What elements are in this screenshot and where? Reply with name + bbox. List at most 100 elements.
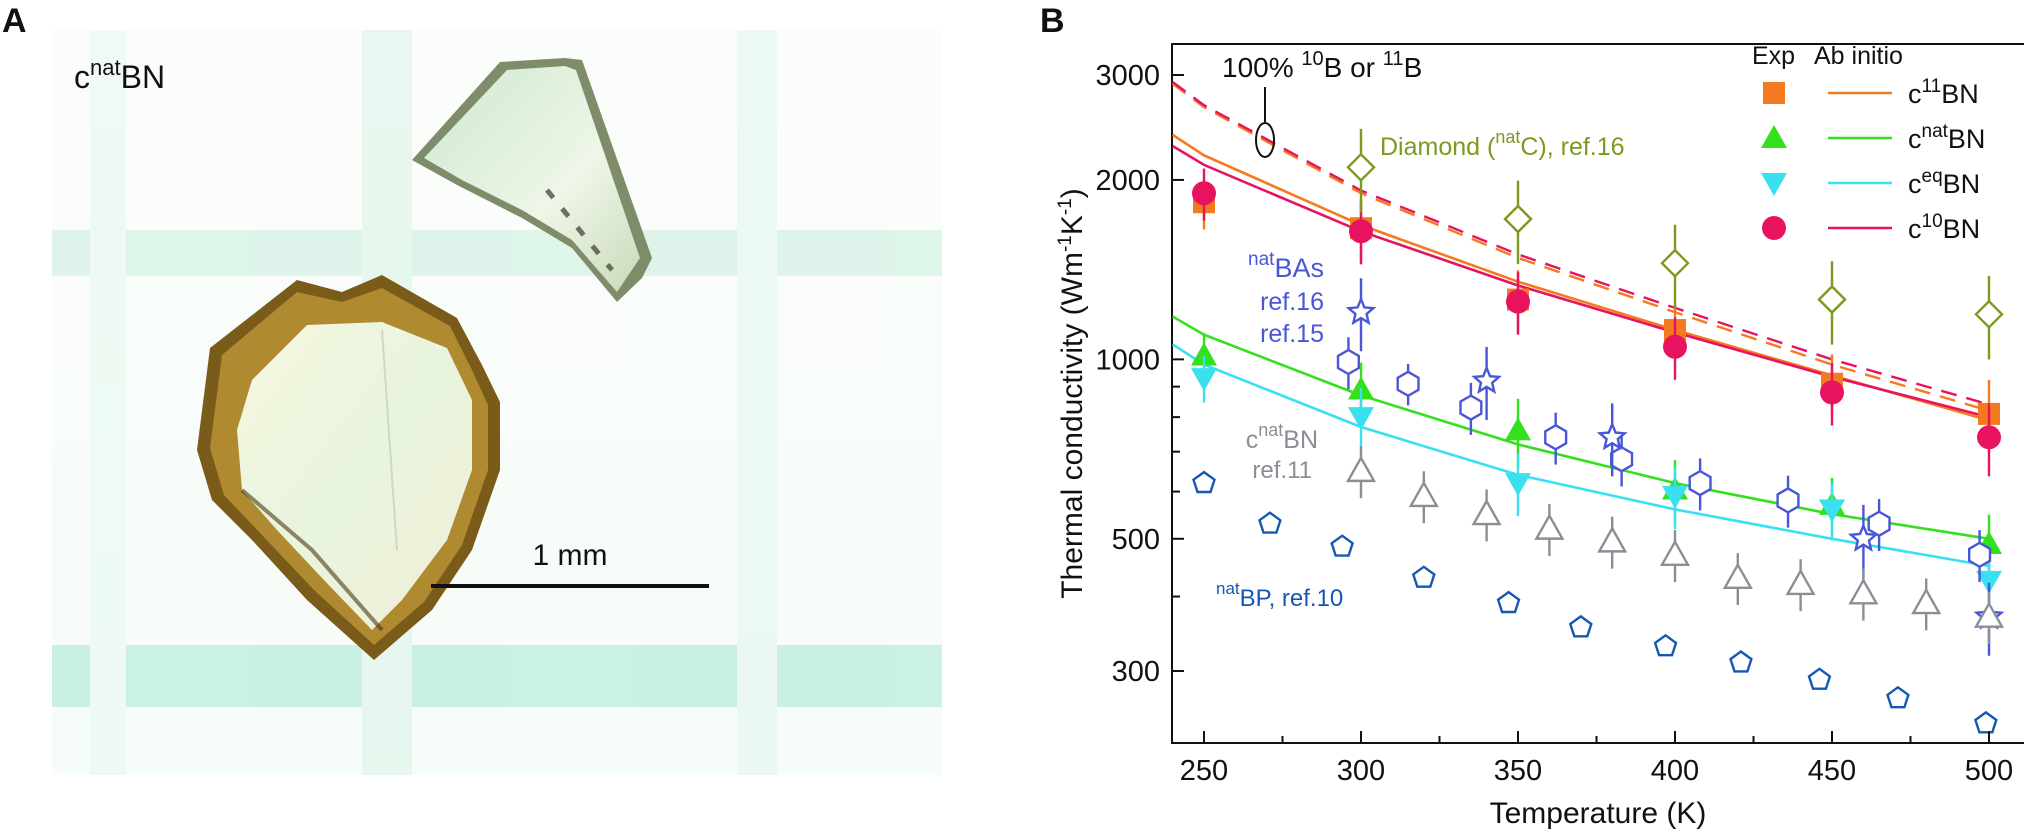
point-ceqbn-exp	[1191, 368, 1217, 392]
point-cnatbn-ref-11	[1911, 587, 1942, 615]
legend-header-exp: Exp	[1752, 42, 1795, 70]
point-natbas-ref-15	[1596, 421, 1628, 451]
point-natbas-ref-15	[1345, 296, 1377, 326]
point-c10bn-exp	[1663, 334, 1687, 359]
point-cnatbn-ref-11	[1659, 539, 1691, 566]
annotation-isotope: 100% 10B or 11B	[1222, 48, 1422, 83]
annotation-bas-ref15: ref.15	[1260, 320, 1324, 348]
grid-paper-lines	[52, 30, 942, 775]
panel-b-letter: B	[1040, 2, 1065, 40]
point-cnatbn-ref-11	[1408, 480, 1439, 508]
annotation-cbn-ref11-line2: ref.11	[1252, 457, 1312, 484]
x-axis-label: Temperature (K)	[1490, 797, 1707, 830]
point-natbp-ref-10	[1807, 667, 1832, 690]
point-natbp-ref-10	[1258, 511, 1282, 534]
curve-100-10b	[1172, 81, 1990, 406]
point-cnatbn-ref-11	[1973, 601, 2005, 628]
point-diamond-natc-ref-16	[1503, 204, 1533, 234]
legend-label-ceqBN: ceqBN	[1908, 166, 1980, 199]
legend-header-ab-initio: Ab initio	[1814, 42, 1903, 70]
point-diamond-natc-ref-16	[1974, 299, 2004, 329]
small-crystal	[412, 58, 652, 302]
x-tick-label: 300	[1337, 755, 1385, 787]
point-natbas-ref-15	[1848, 522, 1879, 552]
point-diamond-natc-ref-16	[1817, 284, 1847, 315]
point-natbp-ref-10	[1496, 590, 1521, 614]
point-ceqbn-exp	[1976, 570, 2002, 594]
point-c10bn-exp	[1820, 380, 1844, 405]
point-natbas-ref-16	[1396, 370, 1420, 398]
point-c10bn-exp	[1349, 219, 1373, 244]
point-c10bn-exp	[1192, 181, 1216, 206]
legend-marker-cnatBN	[1761, 125, 1787, 148]
point-natbp-ref-10	[1330, 534, 1355, 557]
point-natbp-ref-10	[1653, 633, 1678, 657]
point-natbas-ref-16	[1610, 445, 1634, 473]
point-natbas-ref-16	[1336, 348, 1360, 376]
crystal-micrograph: cnatBN 1 mm	[52, 30, 942, 775]
point-cnatbn-ref-11	[1785, 568, 1816, 596]
point-cnatbn-ref-11	[1848, 577, 1879, 605]
point-ceqbn-exp	[1505, 473, 1531, 497]
point-c10bn-exp	[1977, 425, 2001, 450]
y-tick-label: 3000	[1095, 60, 1160, 92]
x-tick-label: 500	[1965, 755, 2013, 787]
annotation-bp: natBP, ref.10	[1216, 579, 1343, 612]
annotation-layer: 100% 10B or 11B Diamond (natC), ref.16 nat…	[1216, 48, 1625, 612]
x-tick-label: 250	[1180, 755, 1228, 787]
point-natbas-ref-16	[1688, 469, 1712, 497]
point-cnatbn-exp	[1505, 417, 1531, 441]
y-tick-label: 1000	[1095, 344, 1160, 376]
annotation-cbn-ref11: cnatBN	[1246, 420, 1318, 454]
legend-label-c11BN: c11BN	[1908, 76, 1979, 109]
sample-label: cnatBN	[74, 55, 165, 95]
point-natbp-ref-10	[1729, 650, 1753, 673]
point-cnatbn-ref-11	[1597, 525, 1628, 553]
point-cnatbn-exp	[1191, 342, 1217, 366]
plot-border	[1171, 43, 2024, 744]
legend-marker-c11BN	[1763, 82, 1785, 104]
plot-frame	[1171, 43, 2024, 744]
thermal-conductivity-chart: 250 300 350 400 450 500 300 500 1000 2000 3000 Temp…	[1055, 42, 2024, 830]
point-ceqbn-exp	[1662, 485, 1688, 509]
point-ceqbn-exp	[1819, 499, 1845, 523]
legend-marker-ceqBN	[1761, 173, 1787, 196]
axes-layer: 250 300 350 400 450 500 300 500 1000 2000 3000 Temp…	[1055, 60, 2013, 830]
annotation-diamond: Diamond (natC), ref.16	[1380, 127, 1625, 161]
point-natbp-ref-10	[1568, 614, 1593, 638]
x-tick-label: 400	[1651, 755, 1699, 787]
point-natbas-ref-16	[1544, 423, 1568, 451]
legend-label-cnatBN: cnatBN	[1908, 121, 1985, 154]
point-natbas-ref-16	[1776, 487, 1800, 514]
point-natbas-ref-16	[1459, 394, 1483, 421]
point-natbas-ref-16	[1968, 541, 1992, 569]
annotation-bas-ref16: ref.16	[1260, 288, 1324, 316]
scale-bar-label: 1 mm	[533, 539, 608, 572]
y-axis-label: Thermal conductivity (Wm-1K-1)	[1055, 188, 1089, 599]
point-natbp-ref-10	[1411, 565, 1436, 588]
x-tick-label: 350	[1494, 755, 1542, 787]
y-tick-label: 300	[1112, 656, 1160, 688]
large-crystal	[197, 275, 500, 660]
point-natbp-ref-10	[1192, 470, 1216, 494]
point-diamond-natc-ref-16	[1346, 152, 1376, 182]
point-ceqbn-exp	[1348, 407, 1374, 431]
x-tick-label: 450	[1808, 755, 1856, 787]
curve-100-11b	[1172, 82, 1990, 412]
legend-label-c10BN: c10BN	[1908, 211, 1980, 244]
y-tick-label: 500	[1112, 524, 1160, 556]
point-cnatbn-ref-11	[1722, 562, 1753, 590]
point-natbp-ref-10	[1886, 685, 1910, 709]
y-tick-label: 2000	[1095, 165, 1160, 197]
point-cnatbn-ref-11	[1471, 498, 1502, 526]
point-layer	[1191, 128, 2005, 734]
point-c10bn-exp	[1506, 289, 1530, 314]
annotation-bas: natBAs	[1248, 249, 1324, 283]
point-natbp-ref-10	[1973, 710, 1998, 734]
panel-a-letter: A	[2, 2, 27, 40]
point-natbas-ref-15	[1471, 364, 1502, 395]
point-cnatbn-ref-11	[1534, 513, 1565, 540]
point-natbas-ref-16	[1867, 510, 1891, 538]
legend-marker-c10BN	[1762, 216, 1786, 240]
